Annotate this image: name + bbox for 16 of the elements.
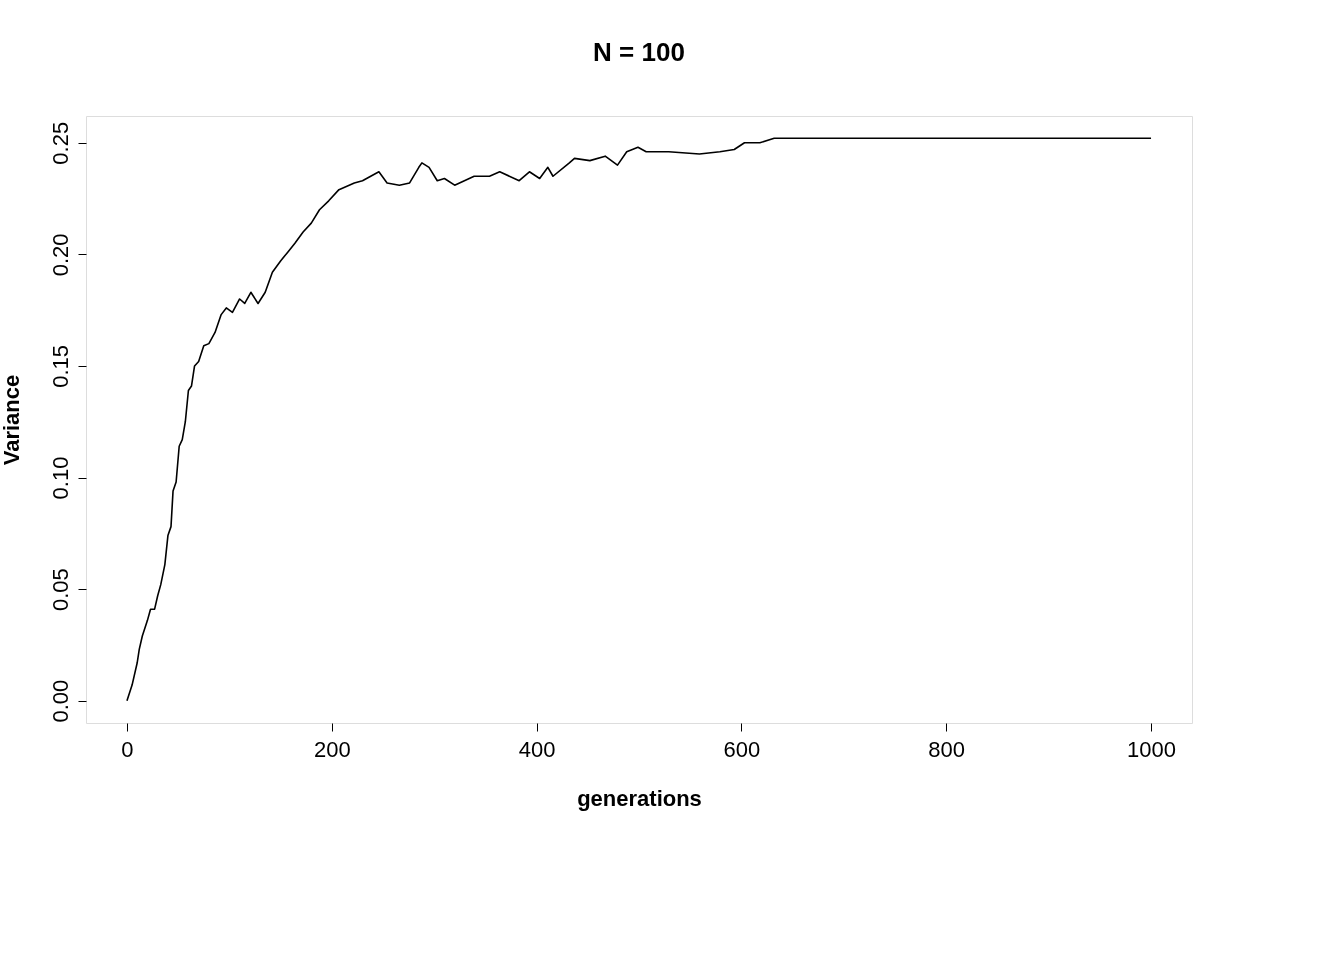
y-tick-label: 0.20 bbox=[47, 233, 73, 277]
y-tick-label: 0.25 bbox=[47, 121, 73, 165]
x-tick-label: 400 bbox=[518, 736, 556, 762]
x-tick-label: 1000 bbox=[1127, 736, 1177, 762]
y-tick-label: 0.10 bbox=[47, 456, 73, 500]
x-tick-label: 600 bbox=[723, 736, 761, 762]
y-tick-label: 0.05 bbox=[47, 568, 73, 612]
x-tick-label: 200 bbox=[313, 736, 351, 762]
y-tick-label: 0.15 bbox=[47, 345, 73, 388]
y-axis-title: Variance bbox=[0, 374, 24, 466]
line-series bbox=[126, 137, 1152, 702]
x-tick-label: 0 bbox=[121, 736, 134, 762]
x-axis-title: generations bbox=[577, 785, 702, 811]
chart-title: N = 100 bbox=[593, 37, 685, 67]
y-tick-label: 0.00 bbox=[47, 679, 73, 723]
x-tick-label: 800 bbox=[928, 736, 966, 762]
